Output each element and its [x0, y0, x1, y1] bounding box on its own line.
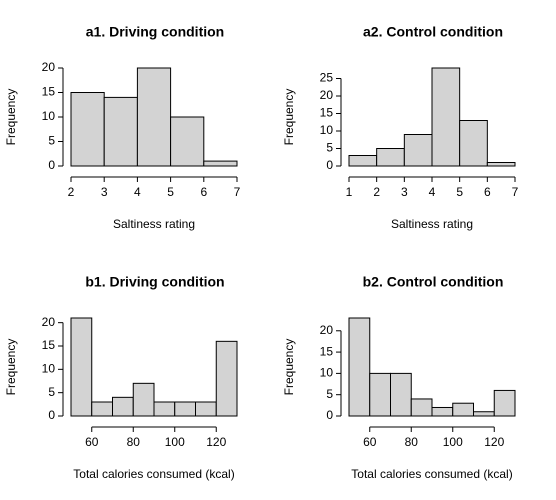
x-tick-label: 100	[443, 435, 463, 449]
panel: a1. Driving condition 0 5 10 15 20 2 3 4 5 6 7 Salti…	[4, 24, 240, 231]
x-tick-label: 100	[165, 435, 185, 449]
x-tick-label: 120	[206, 435, 226, 449]
y-tick-label: 0	[326, 408, 333, 422]
bar	[431, 406, 454, 417]
bar	[410, 398, 433, 417]
bar	[473, 411, 495, 417]
x-tick-label: 2	[373, 185, 380, 199]
bar	[103, 96, 138, 167]
x-tick-label: 4	[134, 185, 141, 199]
y-axis-label: Frequency	[4, 89, 18, 146]
bar	[376, 148, 405, 167]
y-tick-label: 15	[320, 106, 334, 120]
y-tick-label: 5	[48, 134, 55, 148]
chart-title: b2. Control condition	[363, 274, 504, 290]
bar	[348, 317, 371, 417]
x-tick-label: 5	[456, 185, 463, 199]
bar	[132, 382, 155, 417]
x-tick-label: 80	[405, 435, 419, 449]
panel: b2. Control condition 0 5 10 15 20 60 80 100 120 T…	[282, 274, 516, 481]
x-tick-label: 3	[101, 185, 108, 199]
x-tick-label: 6	[200, 185, 207, 199]
chart-title: a1. Driving condition	[86, 24, 224, 40]
y-tick-label: 10	[320, 366, 334, 380]
bar	[112, 396, 134, 417]
x-tick-label: 120	[484, 435, 504, 449]
bar	[174, 401, 196, 417]
x-tick-label: 2	[68, 185, 75, 199]
bar	[136, 67, 172, 167]
x-tick-label: 60	[85, 435, 99, 449]
bar	[493, 389, 516, 417]
y-tick-label: 5	[326, 141, 333, 155]
bar	[203, 160, 238, 167]
y-tick-label: 0	[326, 158, 333, 172]
bar	[452, 402, 474, 417]
x-axis-label: Saltiness rating	[113, 217, 195, 231]
x-tick-label: 80	[127, 435, 141, 449]
x-tick-label: 60	[363, 435, 377, 449]
bar	[195, 401, 217, 417]
bar	[170, 116, 205, 167]
chart-title: b1. Driving condition	[85, 274, 224, 290]
x-tick-label: 3	[401, 185, 408, 199]
y-axis-label: Frequency	[282, 89, 296, 146]
y-tick-label: 0	[48, 408, 55, 422]
y-tick-label: 10	[42, 109, 56, 123]
x-tick-label: 7	[234, 185, 241, 199]
bar	[459, 120, 488, 167]
bar	[91, 401, 113, 417]
panel: a2. Control condition 0 5 10 15 20 25 1 2 3 4 5 6 7 Sa…	[282, 24, 518, 231]
bar	[403, 134, 433, 167]
bar	[486, 162, 516, 167]
bar	[70, 92, 105, 167]
x-tick-label: 4	[429, 185, 436, 199]
x-axis-label: Saltiness rating	[391, 217, 473, 231]
x-axis-label: Total calories consumed (kcal)	[351, 467, 512, 481]
y-tick-label: 20	[320, 323, 334, 337]
x-tick-label: 7	[512, 185, 519, 199]
bar	[390, 372, 412, 417]
bar	[70, 317, 93, 417]
y-tick-label: 20	[42, 315, 56, 329]
chart-title: a2. Control condition	[363, 24, 503, 40]
y-tick-label: 5	[326, 387, 333, 401]
y-tick-label: 15	[320, 344, 334, 358]
x-tick-label: 6	[484, 185, 491, 199]
x-axis-label: Total calories consumed (kcal)	[73, 467, 234, 481]
bar	[431, 67, 461, 167]
y-tick-label: 15	[42, 85, 56, 99]
panel: b1. Driving condition 0 5 10 15 20 60 80 100 120 T…	[4, 274, 238, 481]
bar	[369, 372, 391, 417]
x-tick-label: 5	[167, 185, 174, 199]
y-tick-label: 10	[42, 362, 56, 376]
y-tick-label: 0	[48, 158, 55, 172]
bar	[215, 340, 238, 417]
x-tick-label: 1	[346, 185, 353, 199]
bar	[153, 401, 176, 417]
bar	[348, 155, 378, 167]
y-axis-label: Frequency	[282, 339, 296, 396]
y-tick-label: 25	[320, 71, 334, 85]
y-tick-label: 10	[320, 123, 334, 137]
y-tick-label: 15	[42, 338, 56, 352]
y-tick-label: 20	[42, 60, 56, 74]
y-tick-label: 20	[320, 88, 334, 102]
y-axis-label: Frequency	[4, 339, 18, 396]
y-tick-label: 5	[48, 385, 55, 399]
